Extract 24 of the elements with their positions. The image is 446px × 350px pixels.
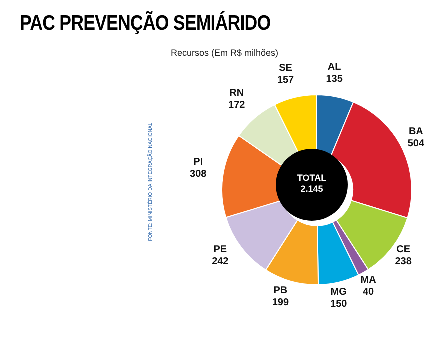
data-label: 150	[330, 298, 348, 310]
data-label: 238	[395, 256, 412, 268]
data-label: 135	[326, 74, 344, 86]
data-label: 308	[190, 169, 208, 180]
slice-label: BA	[408, 126, 424, 138]
data-label: 157	[277, 75, 295, 86]
slice-label: MG	[330, 286, 348, 298]
data-label: 504	[408, 138, 425, 150]
text: 2.145	[300, 184, 324, 195]
slice-label: CE	[396, 244, 411, 256]
slice-label: PB	[274, 286, 288, 297]
data-label: 242	[212, 256, 230, 268]
data-label: 40	[362, 287, 375, 298]
slice-label: MA	[360, 275, 376, 286]
chart-title: PAC PREVENÇÃO SEMIÁRIDO	[20, 12, 271, 36]
slice-label: SE	[279, 63, 293, 74]
slice-label: PI	[194, 157, 204, 168]
chart-subtitle: Recursos (Em R$ milhões)	[171, 48, 279, 58]
slice-label: AL	[328, 62, 342, 74]
slice-label: PE	[214, 244, 228, 256]
data-label: 172	[228, 100, 246, 111]
data-label: 199	[272, 298, 290, 309]
slice-label: RN	[230, 88, 244, 99]
text: TOTAL	[296, 173, 328, 184]
